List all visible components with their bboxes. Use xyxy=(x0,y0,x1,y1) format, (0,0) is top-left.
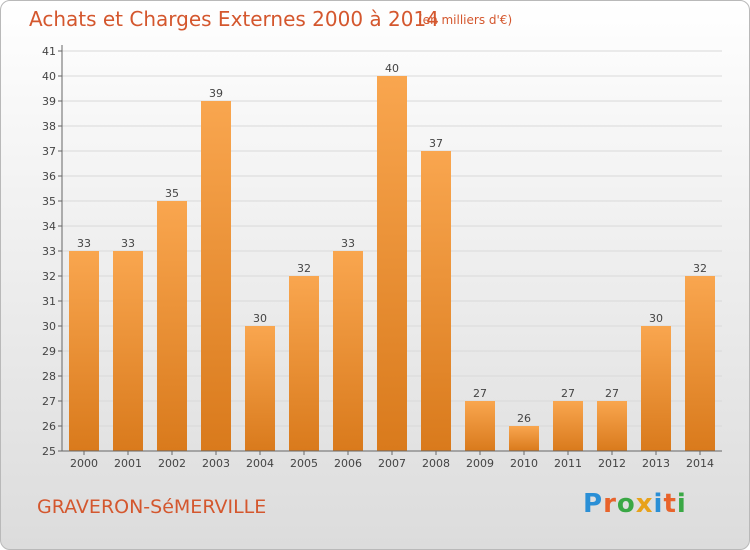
x-tick-label: 2002 xyxy=(158,457,186,470)
bar-value-label: 35 xyxy=(165,187,179,200)
bar-value-label: 32 xyxy=(297,262,311,275)
y-tick-label: 26 xyxy=(42,420,56,433)
x-tick-label: 2000 xyxy=(70,457,98,470)
bar-value-label: 33 xyxy=(341,237,355,250)
x-tick-label: 2013 xyxy=(642,457,670,470)
bar-2014 xyxy=(685,276,715,451)
bar-2006 xyxy=(333,251,363,451)
bar-2007 xyxy=(377,76,407,451)
bar-2001 xyxy=(113,251,143,451)
bar-2004 xyxy=(245,326,275,451)
bar-value-label: 27 xyxy=(605,387,619,400)
bar-value-label: 26 xyxy=(517,412,531,425)
x-tick-label: 2009 xyxy=(466,457,494,470)
bar-2002 xyxy=(157,201,187,451)
y-tick-label: 37 xyxy=(42,145,56,158)
x-tick-label: 2001 xyxy=(114,457,142,470)
y-tick-label: 36 xyxy=(42,170,56,183)
y-tick-label: 39 xyxy=(42,95,56,108)
chart-subtitle: (en milliers d'€) xyxy=(418,13,513,27)
bar-2005 xyxy=(289,276,319,451)
x-tick-label: 2014 xyxy=(686,457,714,470)
bar-value-label: 27 xyxy=(473,387,487,400)
bar-value-label: 40 xyxy=(385,62,399,75)
x-tick-label: 2012 xyxy=(598,457,626,470)
y-tick-label: 32 xyxy=(42,270,56,283)
y-tick-label: 41 xyxy=(42,45,56,58)
bar-2008 xyxy=(421,151,451,451)
bars-group: 33 33 35 39 30 32 33 40 37 27 26 27 27 30 32 xyxy=(69,62,715,451)
y-tick-label: 40 xyxy=(42,70,56,83)
bar-value-label: 33 xyxy=(121,237,135,250)
y-tick-label: 30 xyxy=(42,320,56,333)
bar-2003 xyxy=(201,101,231,451)
bar-value-label: 37 xyxy=(429,137,443,150)
chart-title: Achats et Charges Externes 2000 à 2014 xyxy=(29,7,439,31)
y-tick-label: 33 xyxy=(42,245,56,258)
x-tick-label: 2006 xyxy=(334,457,362,470)
bar-value-label: 39 xyxy=(209,87,223,100)
x-tick-label: 2007 xyxy=(378,457,406,470)
y-tick-label: 38 xyxy=(42,120,56,133)
y-tick-label: 31 xyxy=(42,295,56,308)
bar-value-label: 30 xyxy=(253,312,267,325)
y-tick-label: 25 xyxy=(42,445,56,458)
x-tick-label: 2005 xyxy=(290,457,318,470)
axes-group: 25 26 27 28 29 30 31 32 33 34 35 36 37 38 39 40 41 2000 20… xyxy=(42,45,722,470)
x-tick-label: 2011 xyxy=(554,457,582,470)
bar-2011 xyxy=(553,401,583,451)
bar-2013 xyxy=(641,326,671,451)
x-tick-label: 2010 xyxy=(510,457,538,470)
bar-2000 xyxy=(69,251,99,451)
x-tick-label: 2008 xyxy=(422,457,450,470)
bar-value-label: 32 xyxy=(693,262,707,275)
y-tick-label: 34 xyxy=(42,220,56,233)
bar-2010 xyxy=(509,426,539,451)
bar-2012 xyxy=(597,401,627,451)
bar-value-label: 33 xyxy=(77,237,91,250)
x-tick-label: 2003 xyxy=(202,457,230,470)
y-tick-label: 35 xyxy=(42,195,56,208)
proxiti-logo[interactable]: Proxiti xyxy=(583,489,687,519)
bar-value-label: 27 xyxy=(561,387,575,400)
y-tick-label: 29 xyxy=(42,345,56,358)
bar-2009 xyxy=(465,401,495,451)
y-tick-label: 27 xyxy=(42,395,56,408)
y-tick-label: 28 xyxy=(42,370,56,383)
town-name: GRAVERON-SéMERVILLE xyxy=(37,496,267,518)
bar-value-label: 30 xyxy=(649,312,663,325)
x-tick-label: 2004 xyxy=(246,457,274,470)
